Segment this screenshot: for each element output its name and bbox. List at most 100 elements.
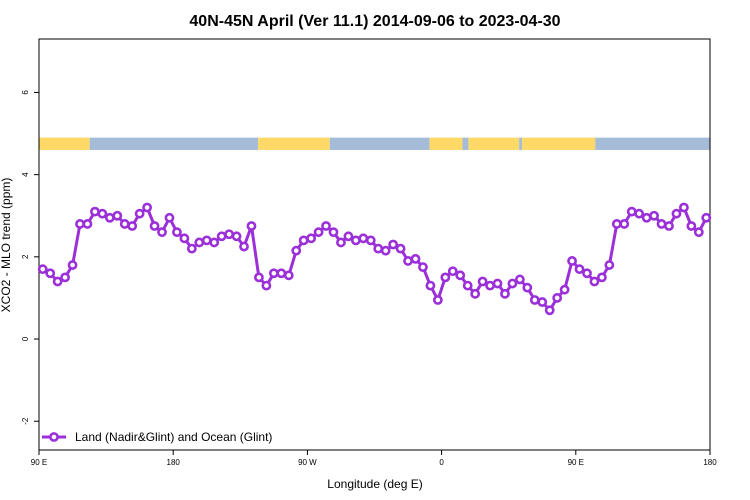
data-point xyxy=(283,270,294,281)
y-axis: -2 0 2 4 6 xyxy=(21,90,39,425)
data-point xyxy=(194,237,205,248)
data-point xyxy=(276,268,287,279)
data-point xyxy=(216,231,227,242)
ocean-segment xyxy=(595,137,710,150)
data-point xyxy=(432,295,443,305)
data-point xyxy=(365,235,376,246)
data-point xyxy=(589,276,600,287)
data-point xyxy=(358,233,369,244)
x-tick-label: 90 E xyxy=(568,458,584,467)
data-point xyxy=(425,280,436,291)
data-point xyxy=(537,297,548,307)
data-point xyxy=(179,233,190,244)
data-point xyxy=(440,272,451,283)
data-point xyxy=(552,293,563,303)
data-point xyxy=(164,212,175,223)
data-point xyxy=(82,219,93,229)
data-point xyxy=(686,221,697,231)
ocean-segment xyxy=(329,137,430,150)
y-tick-label: 2 xyxy=(21,254,30,259)
data-point xyxy=(567,256,577,266)
land-ocean-strip xyxy=(39,137,710,150)
data-point xyxy=(447,266,458,277)
data-point xyxy=(641,212,652,223)
y-axis-label: XCO2 - MLO trend (ppm) xyxy=(0,178,13,313)
data-point xyxy=(395,243,406,254)
data-point xyxy=(45,268,56,279)
data-point xyxy=(90,206,100,217)
data-point xyxy=(664,221,674,231)
data-point xyxy=(604,260,615,270)
x-axis: 90 E 180 90 W 0 90 E 180 xyxy=(31,450,717,467)
data-point xyxy=(291,245,302,256)
legend-marker xyxy=(49,432,59,442)
data-point xyxy=(321,221,331,231)
data-point xyxy=(97,208,108,219)
data-point xyxy=(134,208,145,219)
data-point xyxy=(582,268,592,279)
land-segment xyxy=(258,137,330,150)
data-point xyxy=(418,262,428,273)
data-point xyxy=(224,229,235,240)
data-point xyxy=(75,219,85,229)
data-point xyxy=(634,208,645,219)
x-tick-label: 180 xyxy=(167,458,181,467)
data-point xyxy=(611,219,622,229)
data-point xyxy=(186,243,197,254)
data-point xyxy=(492,278,503,289)
x-tick-label: 180 xyxy=(703,458,717,467)
data-point xyxy=(157,227,167,238)
x-tick-label: 90 W xyxy=(298,458,317,467)
data-point xyxy=(298,235,309,246)
x-tick-label: 90 E xyxy=(31,458,47,467)
data-point xyxy=(470,288,481,299)
data-point xyxy=(313,227,324,238)
y-tick-label: -2 xyxy=(21,417,30,425)
data-point xyxy=(67,260,78,270)
ocean-segment xyxy=(519,137,523,150)
data-point xyxy=(336,237,346,248)
data-point xyxy=(574,264,585,275)
data-point xyxy=(410,253,421,264)
data-point xyxy=(500,288,510,299)
data-point xyxy=(529,295,540,305)
data-point xyxy=(60,272,70,283)
y-tick-label: 6 xyxy=(21,90,30,95)
data-point xyxy=(544,305,555,316)
data-point xyxy=(142,202,153,213)
data-point xyxy=(119,219,130,229)
data-point xyxy=(328,227,339,238)
data-point xyxy=(649,210,659,221)
data-point xyxy=(246,221,257,231)
data-point xyxy=(514,274,525,285)
data-point xyxy=(209,237,220,248)
legend-label: Land (Nadir&Glint) and Ocean (Glint) xyxy=(75,430,272,444)
legend: Land (Nadir&Glint) and Ocean (Glint) xyxy=(42,430,272,444)
data-point xyxy=(149,221,160,231)
data-point xyxy=(671,208,682,219)
data-point xyxy=(596,272,607,283)
data-point xyxy=(485,280,495,291)
land-segment xyxy=(522,137,596,150)
data-point xyxy=(268,268,279,279)
chart-title: 40N-45N April (Ver 11.1) 2014-09-06 to 2… xyxy=(189,13,560,30)
data-point xyxy=(127,221,138,231)
data-point xyxy=(261,280,272,291)
land-segment xyxy=(429,137,463,150)
data-point xyxy=(373,243,384,254)
data-point xyxy=(507,278,518,289)
data-point xyxy=(455,270,466,281)
data-point xyxy=(350,235,361,246)
ocean-segment xyxy=(462,137,469,150)
plot-frame xyxy=(38,38,711,451)
data-point xyxy=(306,233,317,244)
data-point xyxy=(239,241,249,252)
y-tick-label: 4 xyxy=(21,172,30,177)
data-point xyxy=(172,227,182,238)
land-segment xyxy=(39,137,90,150)
data-point xyxy=(477,276,488,287)
data-point xyxy=(37,264,48,275)
x-axis-label: Longitude (deg E) xyxy=(327,477,422,491)
ocean-segment xyxy=(89,137,259,150)
